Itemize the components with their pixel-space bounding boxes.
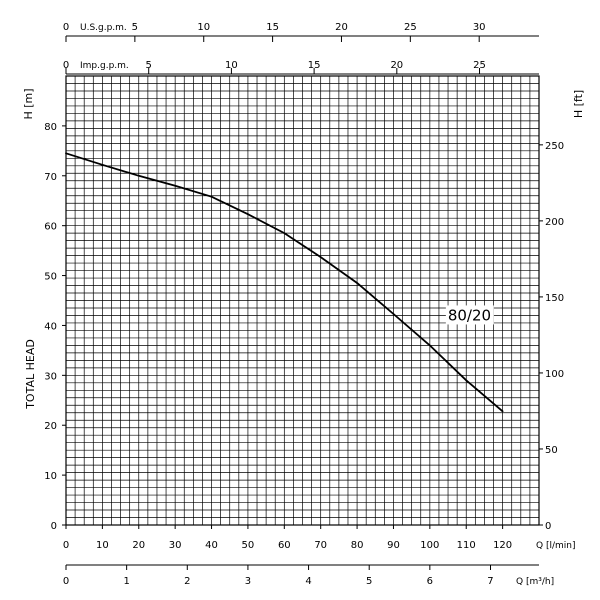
series-point	[283, 232, 286, 235]
x-tick-label: 90	[387, 540, 400, 551]
y-tick-label: 20	[44, 421, 57, 432]
right-tick-label: 100	[545, 369, 564, 380]
y-tick-label: 10	[44, 471, 57, 482]
top-axis-2-tick-label: 20	[390, 60, 403, 71]
x-tick-label: 40	[205, 540, 218, 551]
top-axis-1-tick-label: 0	[63, 22, 69, 33]
top-axis-2-tick-label: 0	[63, 60, 69, 71]
top-axis-1-tick-label: 30	[473, 22, 486, 33]
left-axis-title: TOTAL HEAD	[24, 339, 37, 410]
grid-lines	[66, 76, 539, 525]
y-axis-label: H [m]	[22, 88, 35, 119]
y-tick-label: 50	[44, 272, 57, 283]
right-tick-label: 50	[545, 445, 558, 456]
series-point	[65, 152, 67, 155]
x-tick-label: 100	[420, 540, 439, 551]
x-tick-label: 0	[63, 540, 69, 551]
curve-layer	[65, 152, 504, 413]
x-axis-label: Q [l/min]	[536, 541, 575, 551]
series-point	[247, 213, 249, 216]
top-axis-1-tick-label: 5	[132, 22, 138, 33]
top-axis-2-label: Imp.g.p.m.	[80, 61, 129, 71]
axes-layer	[62, 35, 543, 570]
top-axis-1-tick-label: 15	[266, 22, 279, 33]
x-tick-label: 70	[314, 540, 327, 551]
right-tick-label: 0	[545, 521, 551, 532]
series-point	[356, 282, 358, 284]
x-tick-label: 50	[242, 540, 255, 551]
x-tick-label: 80	[351, 540, 364, 551]
top-axis-2-tick-label: 5	[146, 60, 152, 71]
bottom-axis-2-tick-label: 3	[245, 576, 251, 587]
y-tick-label: 0	[51, 521, 57, 532]
bottom-axis-2-tick-label: 1	[123, 576, 129, 587]
bottom-axis-2-tick-label: 5	[366, 576, 372, 587]
top-axis-1-tick-label: 10	[197, 22, 210, 33]
series-point	[319, 256, 322, 258]
x-tick-label: 10	[96, 540, 109, 551]
series-point	[137, 174, 140, 177]
x-tick-label: 30	[169, 540, 182, 551]
series-point	[101, 163, 104, 166]
right-tick-label: 250	[545, 141, 564, 152]
top-axis-1-tick-label: 20	[335, 22, 348, 33]
series-label-background	[445, 305, 494, 325]
right-axis-label: H [ft]	[572, 90, 585, 118]
series-point	[501, 410, 504, 413]
top-axis-2-tick-label: 25	[473, 60, 486, 71]
x-tick-label: 120	[493, 540, 512, 551]
right-tick-label: 150	[545, 293, 564, 304]
series-point	[428, 344, 431, 347]
right-tick-label: 200	[545, 217, 564, 228]
x-tick-label: 20	[132, 540, 145, 551]
labels-layer: 0 10 20 30 40 50 60 70 80 90 100 110 120 Q [l/min]010…	[22, 22, 585, 587]
bottom-axis-2-tick-label: 6	[427, 576, 433, 587]
y-tick-label: 30	[44, 371, 57, 382]
bottom-axis-2-tick-label: 2	[184, 576, 190, 587]
top-axis-2-tick-label: 10	[225, 60, 238, 71]
y-tick-label: 60	[44, 222, 57, 233]
bottom-axis-2-tick-label: 0	[63, 576, 69, 587]
y-tick-label: 40	[44, 321, 57, 332]
series-label: 80/20	[448, 306, 491, 324]
series-point	[210, 195, 213, 198]
series-point	[174, 184, 177, 187]
bottom-axis-2-tick-label: 4	[305, 576, 311, 587]
y-tick-label: 80	[44, 122, 57, 133]
x-tick-label: 60	[278, 540, 291, 551]
series-point	[392, 313, 395, 315]
series-point	[465, 379, 468, 382]
top-axis-1-tick-label: 25	[404, 22, 417, 33]
x-tick-label: 110	[457, 540, 476, 551]
bottom-axis-2-label: Q [m³/h]	[516, 577, 554, 587]
top-axis-1-label: U.S.g.p.m.	[80, 23, 127, 33]
y-tick-label: 70	[44, 172, 57, 183]
bottom-axis-2-tick-label: 7	[487, 576, 493, 587]
top-axis-2-tick-label: 15	[308, 60, 321, 71]
